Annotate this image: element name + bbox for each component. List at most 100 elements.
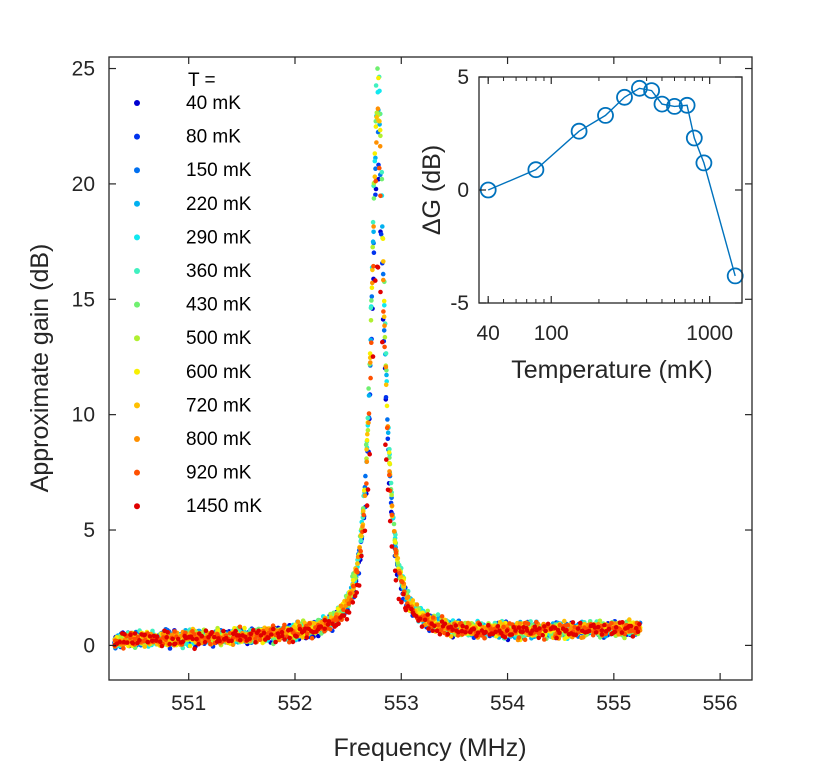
data-point: [368, 360, 373, 365]
data-point: [497, 620, 503, 625]
main-y-tick-label: 0: [83, 634, 95, 657]
main-y-tick-label: 20: [72, 173, 95, 196]
inset-y-ticks: -5 0 5: [450, 66, 742, 315]
data-point: [350, 600, 356, 605]
data-point: [375, 106, 381, 111]
data-point: [422, 617, 428, 623]
data-point: [536, 635, 541, 641]
data-point: [448, 634, 454, 639]
data-point: [453, 623, 459, 628]
main-y-tick-label: 25: [72, 58, 95, 81]
legend-marker: [134, 368, 140, 375]
data-point: [430, 615, 436, 620]
data-point: [288, 627, 294, 632]
inset-data-point: [631, 79, 648, 97]
data-point: [157, 639, 163, 645]
data-point: [164, 635, 169, 640]
data-point: [430, 628, 436, 633]
data-point: [378, 289, 383, 295]
data-point: [379, 169, 385, 175]
data-point: [400, 579, 405, 585]
data-point: [290, 639, 296, 645]
data-point: [483, 629, 488, 635]
data-point: [628, 623, 634, 629]
data-point: [537, 626, 542, 631]
data-point: [360, 508, 366, 514]
data-point: [180, 639, 186, 645]
main-x-tick-label: 552: [277, 692, 312, 715]
data-point: [602, 622, 607, 628]
data-point: [307, 621, 313, 626]
main-y-ticks: 0 5 10 15 20 25: [72, 58, 752, 657]
inset-y-axis-label: ΔG (dB): [418, 145, 446, 235]
data-point: [236, 633, 242, 638]
data-point: [145, 639, 150, 645]
main-x-axis-label: Frequency (MHz): [333, 734, 526, 762]
data-point: [125, 640, 130, 645]
legend-marker: [134, 503, 140, 510]
data-point: [377, 118, 382, 124]
data-point: [482, 635, 487, 641]
data-point: [371, 196, 377, 201]
data-point: [599, 631, 605, 637]
legend-label: 80 mK: [186, 127, 241, 148]
data-point: [206, 638, 211, 643]
data-point: [384, 379, 390, 384]
data-point: [350, 583, 356, 589]
data-point: [380, 236, 386, 241]
data-point: [387, 446, 392, 452]
data-point: [513, 628, 518, 633]
data-point: [387, 472, 392, 478]
data-point: [309, 635, 315, 641]
inset-x-tick-label: 40: [477, 322, 500, 345]
data-point: [599, 628, 605, 633]
data-point: [437, 631, 443, 637]
data-point: [442, 621, 448, 627]
data-point: [347, 591, 353, 596]
data-point: [582, 625, 587, 630]
data-point: [385, 430, 391, 436]
legend-label: 720 mK: [186, 395, 252, 416]
data-point: [260, 640, 266, 646]
inset-data-point: [666, 98, 683, 115]
inset-x-tick-label: 1000: [686, 322, 733, 345]
data-point: [387, 518, 393, 524]
data-point: [619, 630, 625, 635]
data-point: [368, 375, 373, 381]
data-point: [439, 614, 445, 619]
data-point: [378, 133, 383, 139]
data-point: [501, 624, 506, 630]
data-point: [525, 621, 531, 627]
inset-x-tick-label: 100: [534, 322, 569, 345]
data-point: [247, 636, 252, 641]
data-point: [455, 633, 461, 638]
data-point: [384, 372, 389, 378]
data-point: [212, 634, 217, 640]
data-point: [242, 625, 247, 631]
inset-plot: 40 100 1000 -5 0 5 Temperature (mK) ΔG (dB): [418, 66, 744, 384]
data-point: [381, 298, 387, 304]
main-y-tick-label: 15: [72, 288, 95, 311]
data-point: [237, 624, 243, 630]
data-point: [434, 628, 440, 633]
data-point: [384, 403, 390, 409]
data-point: [581, 635, 586, 640]
inset-plot-area: [479, 77, 742, 303]
data-point: [350, 578, 356, 583]
data-point: [405, 603, 411, 609]
data-point: [147, 634, 153, 639]
data-point: [467, 621, 472, 627]
data-point: [371, 224, 376, 229]
data-point: [475, 630, 481, 635]
data-point: [175, 636, 181, 642]
data-point: [562, 618, 567, 624]
data-point: [371, 263, 376, 269]
data-point: [257, 637, 263, 643]
data-point: [612, 621, 618, 626]
data-point: [386, 450, 392, 455]
data-point: [170, 636, 175, 642]
data-point: [373, 166, 378, 171]
data-point: [384, 425, 390, 431]
data-point: [419, 624, 425, 629]
data-point: [414, 602, 420, 607]
